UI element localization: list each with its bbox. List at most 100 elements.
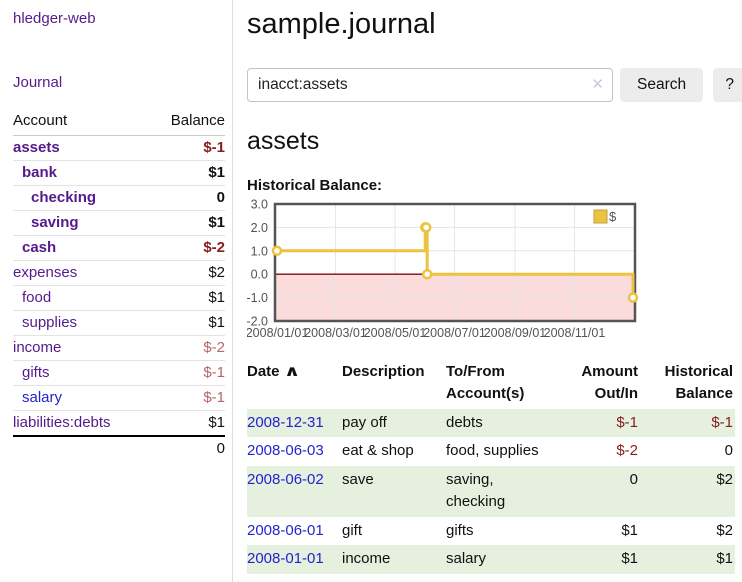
account-balance: 0 (149, 185, 225, 211)
register-row[interactable]: 2008-06-01 gift gifts $1 $2 (247, 517, 735, 546)
account-row: expenses $2 (13, 260, 225, 286)
svg-text:2008/11/01: 2008/11/01 (544, 326, 606, 340)
account-balance: $1 (149, 285, 225, 311)
transaction-amount: $-1 (616, 413, 638, 431)
transaction-description: eat & shop (342, 442, 414, 459)
account-row: salary $-1 (13, 385, 225, 411)
account-link[interactable]: expenses (13, 264, 78, 281)
accounts-table-header: Account Balance (13, 108, 225, 136)
account-row: cash $-2 (13, 235, 225, 261)
accounts-total-value: 0 (149, 435, 225, 461)
account-row: food $1 (13, 285, 225, 311)
account-balance: $1 (149, 210, 225, 236)
account-row: gifts $-1 (13, 360, 225, 386)
register-row[interactable]: 2008-12-31 pay off debts $-1 $-1 (247, 408, 735, 437)
nav-journal: Journal (13, 74, 227, 91)
sort-ascending-icon: ∧ (283, 363, 300, 380)
transaction-historical-balance: 0 (724, 442, 733, 459)
accounts-table-body: assets $-1 bank $1 checking 0 saving $1 cash $-2 e… (13, 135, 225, 461)
tofrom-column-header: To/From Account(s) (446, 363, 525, 402)
balance-column-header: Balance (149, 108, 225, 136)
date-column-header[interactable]: Date ∧ (247, 359, 342, 409)
transaction-accounts: salary (446, 550, 487, 567)
transaction-description: income (342, 550, 391, 567)
account-balance: $-2 (149, 235, 225, 261)
account-balance: $-1 (149, 385, 225, 411)
svg-text:-2.0: -2.0 (247, 315, 268, 329)
main-content: sample.journal ✕ Search ? assets Histori… (233, 0, 742, 582)
svg-text:-1.0: -1.0 (247, 291, 268, 305)
historical-balance-chart[interactable]: $3.0 2.0 1.0 0.0 -1.0 -2.02008/01/012008/03/0… (247, 199, 742, 349)
clear-search-icon[interactable]: ✕ (591, 76, 604, 93)
register-row[interactable]: 2008-01-01 income salary $1 $1 (247, 545, 735, 574)
transaction-date-link[interactable]: 2008-06-02 (247, 470, 324, 488)
transaction-accounts: saving, checking (446, 470, 506, 511)
accounts-total-row: 0 (13, 435, 225, 461)
transaction-date-link[interactable]: 2008-06-01 (247, 521, 324, 539)
search-button[interactable]: Search (620, 68, 704, 102)
transaction-amount: $1 (621, 521, 638, 539)
account-link[interactable]: saving (31, 214, 79, 231)
account-balance: $1 (149, 410, 225, 437)
account-link[interactable]: income (13, 339, 62, 356)
account-link[interactable]: liabilities:debts (13, 414, 111, 431)
account-row: income $-2 (13, 335, 225, 361)
transaction-date-link[interactable]: 2008-01-01 (247, 550, 324, 567)
search-input-wrap: ✕ (247, 68, 613, 102)
register-table-body: 2008-12-31 pay off debts $-1 $-1 2008-06-03 ea… (247, 408, 735, 574)
account-balance: $1 (149, 310, 225, 336)
account-link[interactable]: salary (22, 389, 63, 406)
transaction-date-link[interactable]: 2008-12-31 (247, 413, 324, 431)
transaction-description: pay off (342, 413, 387, 431)
app-title-link[interactable]: hledger-web (13, 10, 96, 27)
register-table: Date ∧ Description To/From Account(s) Amo… (247, 359, 735, 574)
svg-text:$: $ (609, 209, 617, 224)
register-row[interactable]: 2008-06-03 eat & shop food, supplies $-2 0 (247, 437, 735, 466)
app-title: hledger-web (13, 10, 227, 27)
search-input[interactable] (247, 68, 613, 102)
chart-title: Historical Balance: (247, 177, 383, 194)
transaction-accounts: food, supplies (446, 442, 539, 459)
help-button[interactable]: ? (713, 68, 742, 102)
account-link[interactable]: gifts (22, 364, 50, 381)
account-link[interactable]: bank (22, 164, 58, 181)
amount-column-header: Amount Out/In (581, 363, 638, 402)
account-row: liabilities:debts $1 (13, 410, 225, 437)
account-link[interactable]: food (22, 289, 52, 306)
accounts-table: Account Balance assets $-1 bank $1 checking 0… (13, 108, 225, 461)
description-column-header: Description (342, 363, 425, 380)
account-balance: $-1 (149, 360, 225, 386)
account-link[interactable]: cash (22, 239, 57, 256)
account-row: assets $-1 (13, 135, 225, 161)
svg-text:2008/09/01: 2008/09/01 (484, 326, 547, 340)
journal-link[interactable]: Journal (13, 74, 63, 91)
transaction-historical-balance: $2 (716, 521, 733, 539)
historical-column-header: Historical Balance (664, 363, 733, 402)
account-balance: $1 (149, 160, 225, 186)
page-title: sample.journal (247, 8, 436, 40)
svg-text:2008/03/01: 2008/03/01 (304, 326, 367, 340)
svg-text:3.0: 3.0 (251, 199, 268, 212)
account-heading: assets (247, 127, 320, 155)
search-form: ✕ Search ? (247, 68, 742, 102)
account-link[interactable]: checking (31, 189, 97, 206)
transaction-amount: 0 (629, 470, 638, 488)
transaction-accounts: gifts (446, 521, 474, 539)
account-link[interactable]: assets (13, 139, 60, 156)
svg-text:2008/01/01: 2008/01/01 (247, 326, 308, 340)
register-header-row: Date ∧ Description To/From Account(s) Amo… (247, 359, 735, 409)
transaction-description: gift (342, 521, 363, 539)
svg-text:1.0: 1.0 (251, 244, 268, 258)
svg-text:0.0: 0.0 (251, 268, 268, 282)
transaction-amount: $-2 (616, 442, 638, 459)
svg-text:2008/07/01: 2008/07/01 (423, 326, 486, 340)
account-link[interactable]: supplies (22, 314, 78, 331)
sidebar: hledger-web Journal Account Balance asse… (0, 0, 233, 582)
account-column-header: Account (13, 108, 150, 136)
account-row: bank $1 (13, 160, 225, 186)
transaction-date-link[interactable]: 2008-06-03 (247, 442, 324, 459)
svg-text:2008/05/01: 2008/05/01 (364, 326, 427, 340)
account-row: supplies $1 (13, 310, 225, 336)
register-row[interactable]: 2008-06-02 save saving, checking 0 $2 (247, 465, 735, 517)
svg-text:2.0: 2.0 (251, 221, 268, 235)
